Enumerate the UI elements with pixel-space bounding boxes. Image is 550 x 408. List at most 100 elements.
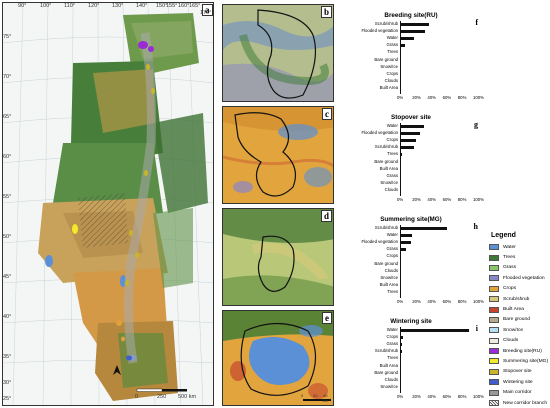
- lon-label: 165°: [189, 3, 201, 9]
- summering-site-marker: [72, 224, 78, 234]
- chart-panel-label: i: [475, 324, 478, 333]
- panel-label: d: [320, 210, 332, 222]
- lat-label: 40°: [3, 314, 12, 320]
- legend-label: Breeding site(RU): [503, 348, 542, 354]
- category-label: Trees: [387, 355, 398, 361]
- legend-label: Scrub/shrub: [503, 296, 530, 302]
- bar: [400, 233, 413, 237]
- panel-label: a: [202, 4, 213, 16]
- lon-label: 140°: [136, 3, 148, 9]
- legend-label: Main corridor: [503, 390, 532, 396]
- lat-label: 45°: [3, 274, 12, 280]
- bar: [400, 43, 405, 47]
- bar: [400, 145, 414, 149]
- category-label: Clouds: [384, 186, 398, 192]
- category-label: Scrub/shrub: [374, 225, 398, 230]
- legend-swatch: [489, 275, 499, 282]
- y-axis-line: [400, 21, 401, 94]
- lon-label: 90°: [18, 3, 27, 9]
- lon-label: 155°: [166, 3, 178, 9]
- legend-swatch: [489, 358, 499, 365]
- category-label: Grass: [386, 246, 398, 252]
- category-label: Trees: [387, 288, 398, 294]
- bar: [400, 349, 402, 353]
- chart-panel-label: f: [475, 18, 478, 27]
- north-arrow: [113, 365, 121, 375]
- bar: [400, 335, 404, 339]
- lat-label: 30°: [3, 380, 12, 386]
- bar: [400, 36, 414, 40]
- category-label: Trees: [387, 49, 398, 55]
- legend-swatch: [489, 254, 499, 261]
- category-label: Water: [386, 327, 398, 332]
- main-map: a 0 250 500 km: [2, 2, 214, 406]
- bar: [400, 240, 411, 244]
- lon-label: 100°: [40, 3, 52, 9]
- bar: [400, 22, 429, 26]
- category-label: Built Area: [379, 84, 398, 90]
- x-tick-label: 100%: [473, 95, 484, 100]
- legend-label: Snow/Ice: [503, 327, 524, 333]
- stopover-site-marker: [146, 64, 150, 70]
- legend-swatch: [489, 316, 499, 323]
- category-label: Bare ground: [374, 56, 398, 62]
- category-label: Bare ground: [374, 260, 398, 266]
- lat-label: 55°: [3, 194, 12, 200]
- legend: Legend Water Trees Grass Flooded vegetation…: [486, 230, 550, 408]
- stopover-site-marker: [116, 320, 122, 326]
- scale-bar: [136, 388, 187, 392]
- x-tick-label: 0%: [397, 393, 404, 399]
- category-label: Bare ground: [374, 158, 398, 164]
- panel-label: c: [322, 108, 332, 120]
- breeding-site-marker: [138, 41, 148, 49]
- legend-item: New corridor branch: [489, 398, 550, 408]
- scale-tick: 0: [135, 394, 139, 400]
- x-tick-label: 20%: [412, 299, 421, 304]
- x-tick-label: 0%: [397, 95, 404, 100]
- legend-item: Water: [489, 242, 550, 252]
- category-label: Grass: [386, 42, 398, 48]
- stopover-site-marker: [125, 280, 129, 286]
- bar: [400, 124, 425, 128]
- stopover-site-marker: [144, 170, 148, 176]
- lon-label: 120°: [88, 3, 100, 9]
- category-label: Scrub/shrub: [374, 348, 398, 354]
- y-axis-line: [400, 327, 401, 393]
- bar: [400, 131, 420, 135]
- lat-label: 70°: [3, 74, 12, 80]
- legend-swatch: [489, 348, 499, 355]
- legend-label: Wintering site: [503, 379, 533, 385]
- site-boundary: [234, 112, 296, 197]
- legend-items: Water Trees Grass Flooded vegetation Crops Sc…: [486, 242, 550, 408]
- legend-label: Bare ground: [503, 317, 530, 323]
- panel-label: e: [322, 312, 332, 324]
- legend-item: Clouds: [489, 336, 550, 346]
- legend-label: Water: [503, 244, 516, 250]
- category-label: Scrub/shrub: [374, 21, 398, 26]
- category-label: Grass: [386, 172, 398, 178]
- lon-label: 110°: [64, 3, 75, 9]
- legend-item: Scrub/shrub: [489, 294, 550, 304]
- category-label: Clouds: [384, 376, 398, 382]
- category-label: Bare ground: [374, 369, 398, 375]
- scale-tick: 250: [157, 394, 167, 400]
- x-tick-label: 40%: [427, 299, 436, 304]
- x-tick-label: 60%: [442, 197, 452, 202]
- category-label: Snow/Ice: [380, 383, 398, 389]
- legend-label: Summering site(MG): [503, 358, 549, 364]
- inset-c-svg: [223, 107, 333, 203]
- site-boundary: [257, 235, 295, 292]
- legend-item: Stopover site: [489, 367, 550, 377]
- scale-tick: 0: [301, 393, 304, 398]
- lat-label: 25°: [3, 396, 12, 402]
- legend-swatch: [489, 264, 499, 271]
- site-boundary: [257, 9, 317, 99]
- x-tick-label: 40%: [427, 197, 436, 202]
- legend-item: Wintering site: [489, 377, 550, 387]
- legend-item: Grass: [489, 263, 550, 273]
- legend-label: Stopover site: [503, 369, 532, 375]
- panel-label: b: [320, 6, 332, 18]
- legend-swatch: [489, 379, 499, 386]
- chart-panel-label: g: [474, 120, 478, 129]
- inset-map-b: b: [222, 4, 334, 102]
